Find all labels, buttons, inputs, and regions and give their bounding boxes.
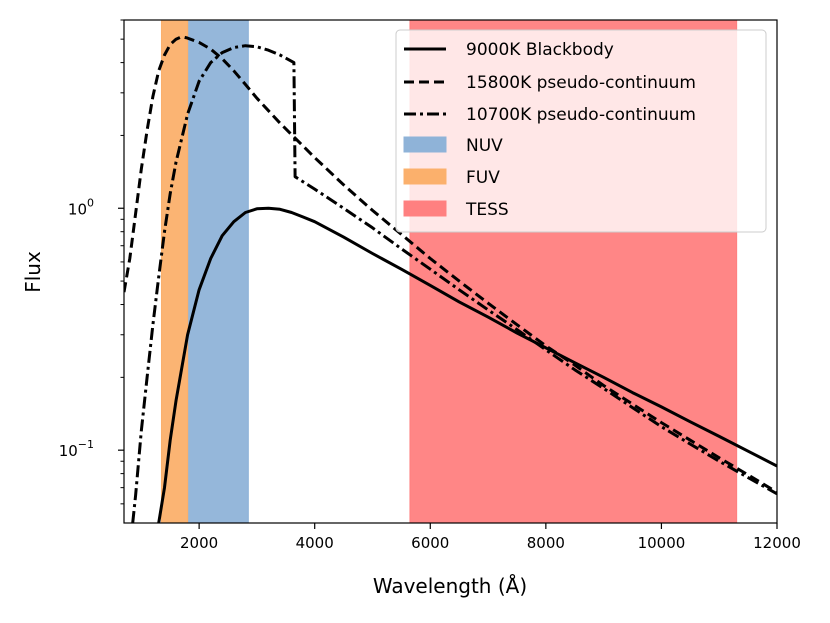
y-tick-base: 10 (59, 442, 78, 460)
legend-key-patch (403, 200, 447, 217)
series-line-3 (131, 44, 777, 523)
x-tick-label: 10000 (638, 534, 686, 552)
legend-label: FUV (466, 168, 500, 188)
series-line-2 (124, 35, 777, 494)
x-tick-label: 12000 (753, 534, 801, 552)
legend-label: TESS (465, 200, 509, 220)
legend: 9000K Blackbody 15800K pseudo-continuum 10… (395, 29, 767, 233)
y-tick-exponent: −1 (78, 438, 94, 451)
series-line-1 (157, 206, 777, 523)
legend-label: 15800K pseudo-continuum (466, 73, 696, 93)
series-layer (124, 35, 777, 523)
legend-key-patch (403, 136, 447, 153)
y-axis-title: Flux (21, 251, 45, 293)
y-tick-base: 10 (68, 200, 87, 218)
y-tick-label: 10−1 (59, 438, 94, 460)
y-tick-label: 100 (68, 196, 94, 218)
band-nuv (186, 20, 249, 523)
x-axis: 2000 4000 6000 8000 10000 12000 (180, 523, 801, 552)
band-fuv (160, 20, 189, 523)
y-tick-exponent: 0 (87, 196, 94, 209)
x-tick-label: 2000 (180, 534, 218, 552)
x-axis-title: Wavelength (Å) (373, 574, 527, 598)
legend-label: NUV (466, 136, 503, 156)
plot-frame (123, 19, 778, 524)
x-tick-label: 4000 (296, 534, 334, 552)
legend-key-patch (403, 168, 447, 185)
legend-label: 10700K pseudo-continuum (466, 105, 696, 125)
x-tick-label: 6000 (411, 534, 449, 552)
x-tick-label: 8000 (527, 534, 565, 552)
legend-box (395, 29, 767, 233)
legend-label: 9000K Blackbody (466, 40, 614, 60)
